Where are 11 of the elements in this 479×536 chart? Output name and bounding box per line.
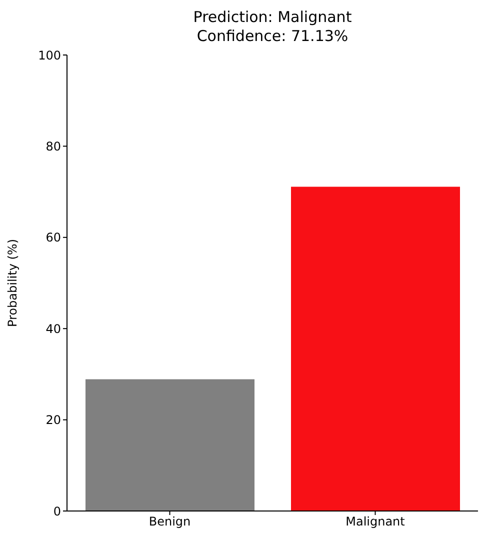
y-tick-label: 60 [46, 230, 61, 245]
y-tick-label: 20 [46, 413, 61, 428]
chart-subtitle: Confidence: 71.13% [196, 27, 350, 46]
y-axis-title: Probability (%) [5, 238, 20, 328]
y-tick-label: 0 [53, 504, 61, 518]
y-tick-label: 40 [46, 322, 61, 336]
x-tick-label: Benign [148, 514, 191, 529]
y-tick-label: 100 [38, 48, 61, 62]
x-tick-label: Malignant [346, 514, 406, 529]
chart-title: Prediction: Malignant [192, 8, 353, 27]
y-tick-label: 80 [46, 139, 61, 154]
